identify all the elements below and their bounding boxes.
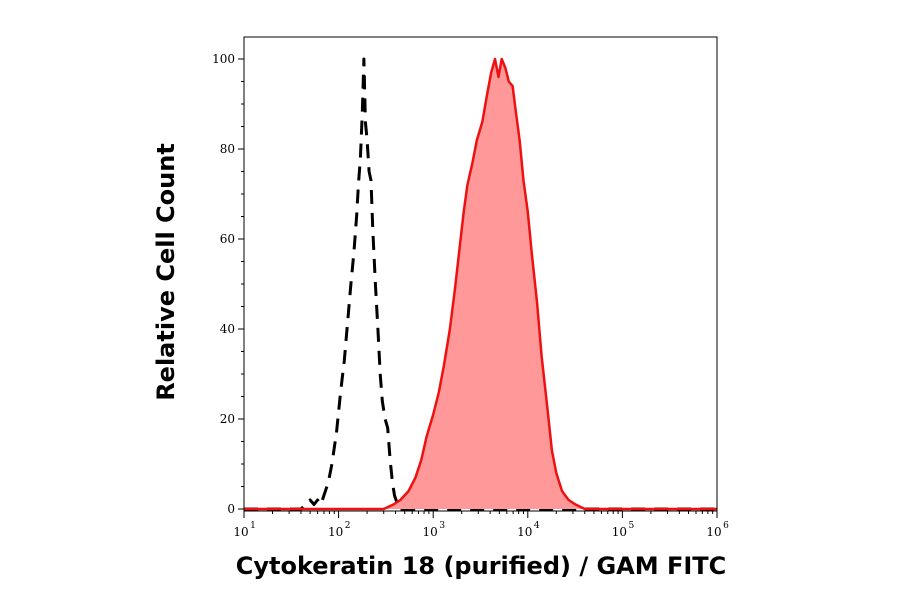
y-tick-label: 80 [220, 142, 235, 156]
y-axis: 0 20 40 60 80 100 [212, 52, 244, 516]
x-axis-title: Cytokeratin 18 (purified) / GAM FITC [236, 552, 727, 580]
x-tick-label: 10 [612, 525, 627, 539]
y-tick-label: 40 [220, 322, 235, 336]
series-0-line [244, 57, 717, 511]
x-tick-exponent: 5 [629, 521, 635, 531]
y-tick-label: 20 [220, 412, 235, 426]
x-tick-exponent: 6 [723, 521, 729, 531]
x-tick-label: 10 [328, 525, 343, 539]
x-tick-label: 10 [423, 525, 438, 539]
x-tick-exponent: 3 [439, 521, 445, 531]
x-tick-exponent: 1 [250, 521, 256, 531]
series-1-line [244, 57, 717, 511]
plot-frame [243, 36, 718, 512]
x-tick-label: 10 [706, 525, 721, 539]
x-tick-exponent: 2 [345, 521, 351, 531]
x-tick-label: 10 [517, 525, 532, 539]
y-tick-label: 100 [212, 52, 235, 66]
y-axis-title: Relative Cell Count [152, 143, 180, 401]
x-axis: 10 1 10 2 10 3 10 4 10 5 10 6 [233, 511, 729, 539]
y-tick-label: 60 [220, 232, 235, 246]
series-1-area [244, 59, 717, 509]
x-tick-exponent: 4 [534, 521, 540, 531]
y-tick-label: 0 [227, 502, 235, 516]
x-tick-label: 10 [233, 525, 248, 539]
series-layer [244, 57, 717, 511]
